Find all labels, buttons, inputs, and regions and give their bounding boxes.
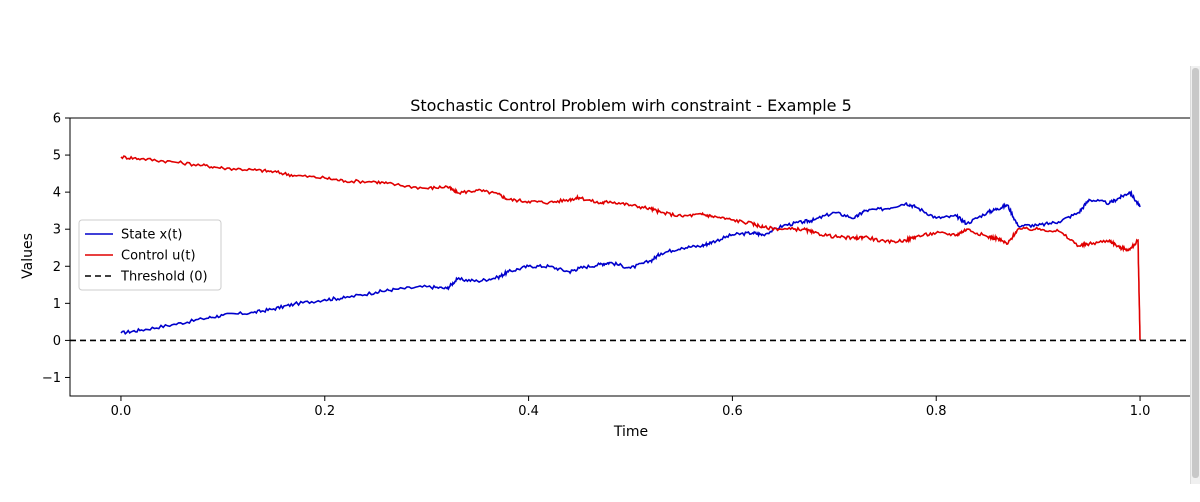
x-tick-label: 1.0 [1130,404,1151,419]
x-tick-label: 0.6 [722,404,743,419]
plot-area: 0.0 0.2 0.4 0.6 0.8 1.0 −1 0 1 2 3 4 5 6 [42,112,1190,419]
y-tick-label: 0 [53,334,61,349]
y-tick-label: −1 [42,371,61,386]
x-tick-label: 0.4 [518,404,539,419]
y-tick-label: 3 [53,223,61,238]
series-line-state [120,189,1141,336]
y-tick-label: 6 [53,112,61,127]
y-tick-label: 1 [53,297,61,312]
x-axis-label: Time [613,424,648,440]
y-tick-label: 2 [53,260,61,275]
legend-label: Threshold (0) [120,270,208,285]
x-tick-label: 0.2 [314,404,335,419]
x-tick-label: 0.8 [926,404,947,419]
vertical-scrollbar[interactable] [1190,66,1200,484]
y-axis-label: Values [20,233,36,279]
legend-label: Control u(t) [121,249,196,264]
y-tick-label: 5 [53,149,61,164]
x-tick-label: 0.0 [111,404,132,419]
chart-title: Stochastic Control Problem wirh constrai… [410,96,852,115]
series-line-control [120,155,1141,341]
y-tick-label: 4 [53,186,61,201]
scrollbar-thumb[interactable] [1192,68,1199,478]
legend-box [78,219,222,291]
legend-label: State x(t) [121,228,182,243]
plot-frame [69,117,1190,397]
legend: State x(t) Control u(t) Threshold (0) [78,219,222,291]
